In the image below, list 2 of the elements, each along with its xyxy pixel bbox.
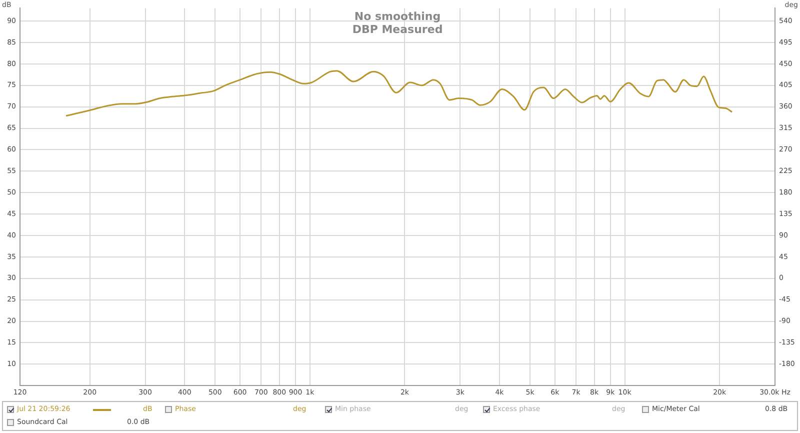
- text: DBP Measured: [352, 23, 443, 36]
- chart-title: No smoothing: [354, 10, 441, 24]
